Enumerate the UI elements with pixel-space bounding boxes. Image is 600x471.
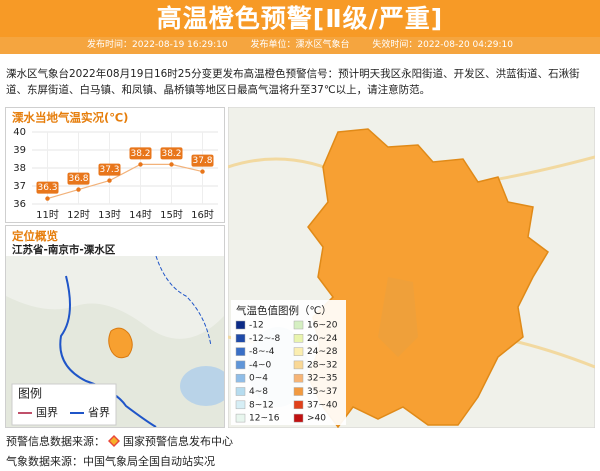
label-box	[36, 181, 59, 194]
overview-panel: 定位概览 江苏省-南京市-溧水区 图例 国界 省界	[5, 225, 225, 428]
info-bar: 发布时间：2022-08-19 16:29:10 发布单位：溧水区气象台 失效时…	[0, 37, 600, 54]
legend-label: 省界	[88, 406, 110, 419]
x-tick-label: 12时	[67, 209, 90, 221]
chart: 溧水当地气温实况(℃) 36 37 38 39 40 36.3 11时 36.8 12时 37.3…	[12, 111, 218, 221]
legend-label: 0~4	[249, 374, 268, 384]
legend-swatch	[235, 387, 246, 396]
point	[45, 196, 50, 201]
legend-label: -12~-8	[249, 334, 280, 344]
x-tick-label: 15时	[160, 209, 183, 221]
x-tick-label: 13时	[98, 209, 121, 221]
footer-source: 国家预警信息发布中心	[123, 435, 233, 448]
legend-label: 32~35	[307, 374, 337, 384]
legend-label: 16~20	[307, 321, 338, 331]
legend-swatch	[235, 413, 246, 423]
map-legend	[231, 300, 346, 425]
y-tick-label: 40	[13, 127, 26, 138]
line	[47, 163, 203, 200]
publisher: 发布单位：溧水区气象台	[250, 40, 350, 50]
district	[108, 327, 133, 359]
legend-label: 8~12	[249, 400, 274, 410]
district-area	[307, 128, 549, 428]
chart-title: 溧水当地气温实况(℃)	[12, 111, 128, 125]
label-box	[160, 147, 183, 160]
inner-zone	[378, 277, 418, 357]
value-label: 36.3	[37, 183, 57, 193]
legend-label: -4~0	[249, 360, 272, 370]
main-map: 气温色值图例（℃） -12 -12~-8 -8~-4 -4~0 0~4 4~8 8~12 12…	[228, 107, 595, 428]
overview-legend	[11, 383, 117, 426]
legend-label: 37~40	[307, 400, 338, 410]
label-box	[129, 147, 152, 160]
footer-line: 预警信息数据来源： 国家预警信息发布中心	[6, 433, 233, 449]
overview-location: 江苏省-南京市-溧水区	[12, 244, 116, 256]
y-tick-label: 36	[13, 199, 26, 210]
legend-swatch	[235, 347, 246, 356]
title: 高温橙色预警[Ⅱ级/严重]	[0, 0, 600, 37]
publish-time: 发布时间：2022-08-19 16:29:10	[87, 40, 228, 50]
city-border	[155, 256, 212, 347]
lake	[180, 366, 224, 406]
x-tick-label: 16时	[191, 209, 214, 221]
overview-map: 图例 国界 省界	[6, 256, 224, 427]
warning-text: 溧水区气象台2022年08月19日16时25分变更发布高温橙色预警信号：预计明天…	[6, 68, 580, 96]
legend-swatch	[293, 413, 304, 423]
label-box	[98, 163, 121, 176]
chart-panel: 溧水当地气温实况(℃) 36 37 38 39 40 36.3 11时 36.8 12时 37.3…	[5, 107, 225, 223]
legend-label: 35~37	[307, 387, 337, 397]
legend-swatch	[235, 320, 246, 330]
value-label: 38.2	[161, 149, 181, 159]
x-tick-label: 11时	[36, 209, 59, 221]
footer-weather: 气象数据来源：中国气象局全国自动站实况	[6, 455, 215, 468]
legend-label: 国界	[36, 406, 58, 419]
legend-swatch	[235, 373, 246, 383]
footer-label: 预警信息数据来源：	[6, 435, 105, 448]
province-border	[59, 275, 157, 427]
label-box	[191, 154, 214, 167]
map-legend-items: -12 -12~-8 -8~-4 -4~0 0~4 4~8 8~12 12~16 16~20 20…	[235, 320, 338, 424]
value-label: 38.2	[130, 149, 150, 159]
legend-swatch	[293, 387, 304, 396]
legend-label: 24~28	[307, 347, 338, 357]
point	[107, 178, 112, 183]
overview-title: 定位概览	[12, 229, 58, 243]
point	[138, 162, 143, 167]
legend-label: 28~32	[307, 360, 337, 370]
y-tick-label: 38	[13, 163, 26, 174]
value-label: 37.3	[99, 165, 119, 175]
legend-items: 国界 省界	[18, 406, 110, 419]
legend-title: 图例	[18, 387, 42, 401]
legend-label: -8~-4	[249, 347, 275, 357]
expire-time: 失效时间：2022-08-20 04:29:10	[372, 40, 513, 50]
point	[200, 169, 205, 174]
map-legend-title: 气温色值图例（℃）	[236, 304, 332, 317]
legend-swatch	[293, 347, 304, 356]
legend-swatch	[293, 320, 304, 330]
label-box	[67, 172, 90, 185]
point	[169, 162, 174, 167]
legend-swatch	[293, 334, 304, 343]
y-tick-label: 39	[13, 145, 26, 156]
source-icon	[108, 435, 120, 447]
x-tick-label: 14时	[129, 209, 152, 221]
value-label: 37.8	[192, 156, 212, 166]
legend-swatch	[235, 360, 246, 370]
legend-label: -12	[249, 321, 264, 331]
legend-label: 20~24	[307, 334, 338, 344]
legend-swatch	[293, 400, 304, 410]
legend-label: >40	[307, 414, 326, 424]
legend-swatch	[293, 360, 304, 370]
legend-label: 4~8	[249, 387, 268, 397]
legend-swatch	[235, 400, 246, 410]
y-tick-label: 37	[13, 181, 26, 192]
value-label: 36.8	[68, 174, 88, 184]
legend-swatch	[293, 373, 304, 383]
legend-label: 12~16	[249, 414, 280, 424]
point	[76, 187, 81, 192]
legend-swatch	[235, 334, 246, 343]
